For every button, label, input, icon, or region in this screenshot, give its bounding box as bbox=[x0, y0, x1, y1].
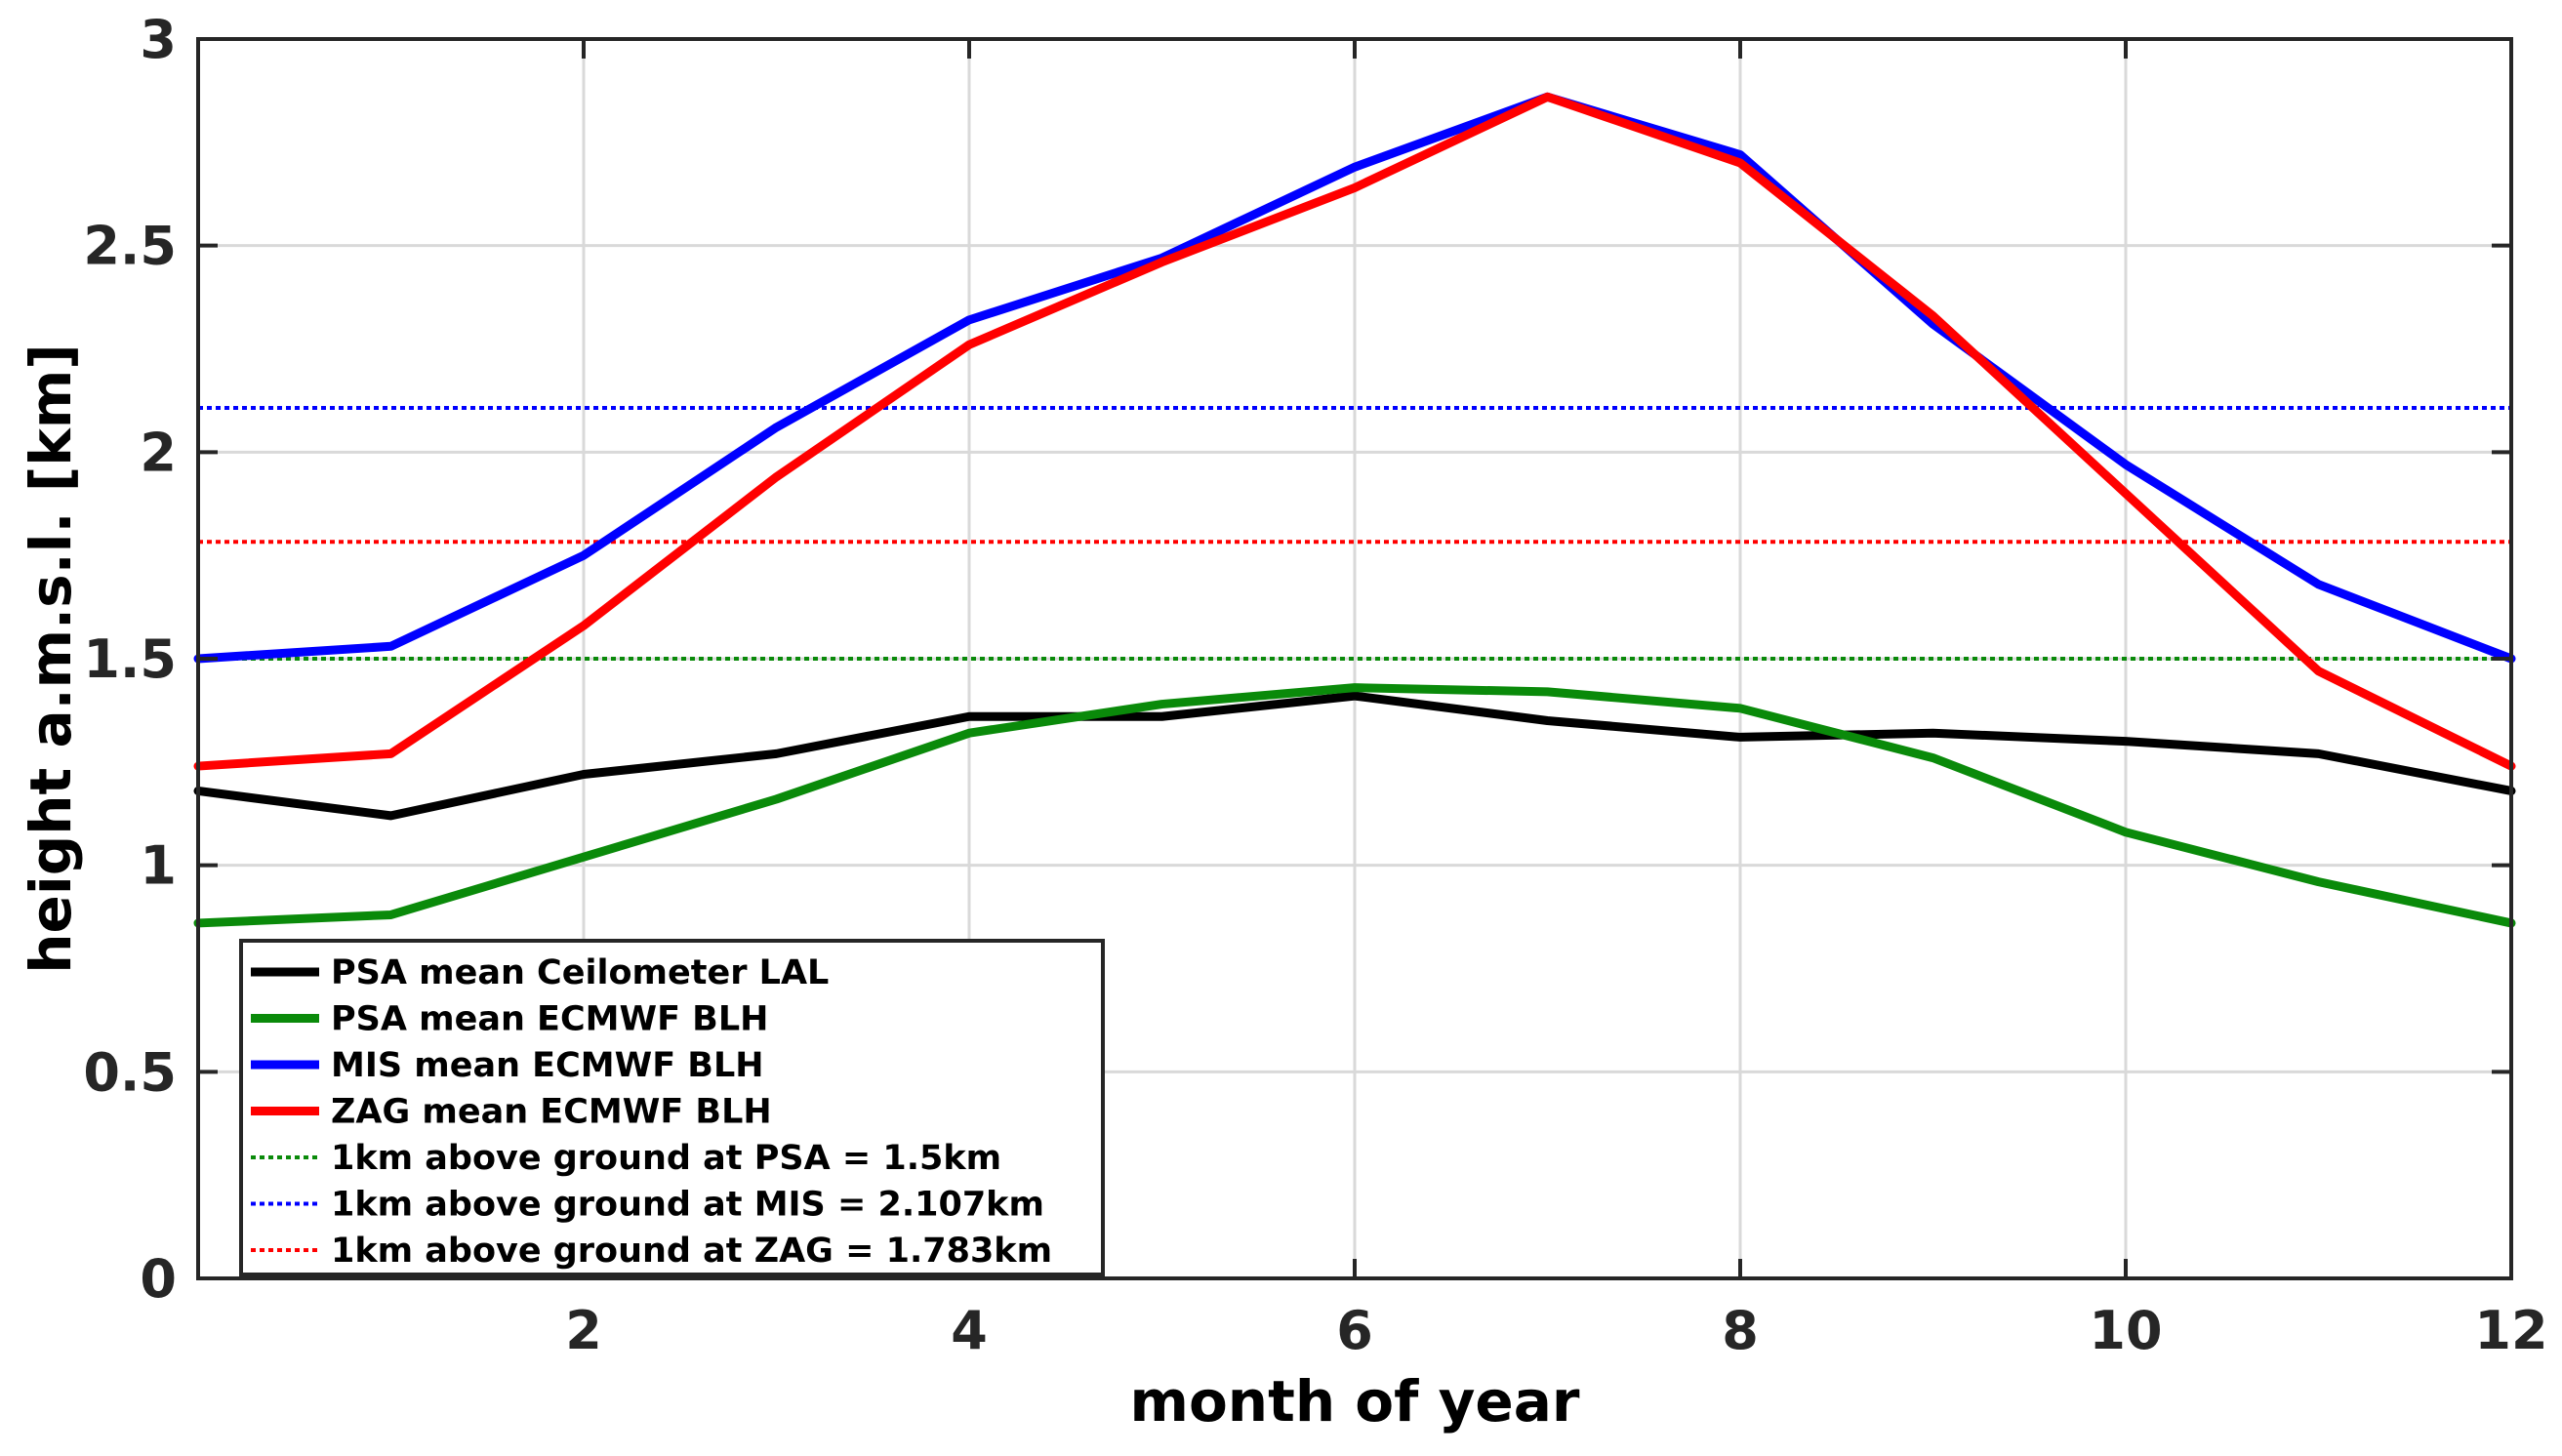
series-line-1 bbox=[193, 683, 2516, 928]
legend-label: 1km above ground at MIS = 2.107km bbox=[331, 1186, 1044, 1225]
legend-label: 1km above ground at PSA = 1.5km bbox=[331, 1139, 1001, 1178]
y-tick-label: 1.5 bbox=[83, 628, 177, 690]
legend-label: PSA mean ECMWF BLH bbox=[331, 1000, 768, 1039]
x-tick-label: 10 bbox=[2089, 1300, 2162, 1361]
x-axis-label: month of year bbox=[1130, 1368, 1580, 1435]
x-tick-label: 12 bbox=[2474, 1300, 2547, 1361]
x-tick-label: 6 bbox=[1336, 1300, 1373, 1361]
y-tick-label: 0 bbox=[140, 1248, 177, 1310]
x-tick-label: 8 bbox=[1722, 1300, 1759, 1361]
legend-label: 1km above ground at ZAG = 1.783km bbox=[331, 1232, 1052, 1271]
y-tick-label: 1 bbox=[140, 835, 177, 897]
y-axis-label: height a.m.s.l. [km] bbox=[18, 344, 84, 974]
y-tick-label: 3 bbox=[140, 9, 177, 70]
x-tick-label: 4 bbox=[951, 1300, 988, 1361]
series-line-3 bbox=[193, 92, 2516, 771]
legend-box bbox=[239, 939, 1105, 1276]
x-tick-label: 2 bbox=[565, 1300, 602, 1361]
y-tick-label: 2 bbox=[140, 422, 177, 483]
legend-label: ZAG mean ECMWF BLH bbox=[331, 1093, 772, 1132]
series-lines bbox=[193, 92, 2516, 928]
y-tick-label: 2.5 bbox=[83, 216, 177, 277]
series-line-0 bbox=[193, 691, 2516, 821]
series-line-2 bbox=[193, 92, 2516, 664]
legend-label: MIS mean ECMWF BLH bbox=[331, 1046, 764, 1085]
legend: PSA mean Ceilometer LAL PSA mean ECMWF BL… bbox=[239, 939, 1105, 1276]
y-tick-label: 0.5 bbox=[83, 1041, 177, 1103]
legend-label: PSA mean Ceilometer LAL bbox=[331, 953, 829, 992]
reference-lines bbox=[198, 406, 2511, 661]
